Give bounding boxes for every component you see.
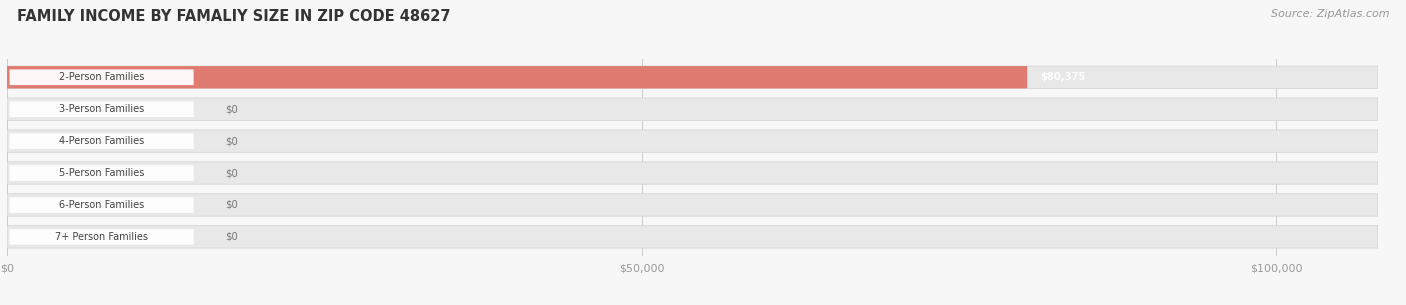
Text: 5-Person Families: 5-Person Families	[59, 168, 145, 178]
FancyBboxPatch shape	[7, 226, 1378, 248]
Text: 4-Person Families: 4-Person Families	[59, 136, 145, 146]
Text: $0: $0	[225, 104, 238, 114]
FancyBboxPatch shape	[7, 194, 1378, 216]
Text: 3-Person Families: 3-Person Families	[59, 104, 145, 114]
Text: $80,375: $80,375	[1040, 72, 1085, 82]
Text: $0: $0	[225, 232, 238, 242]
Text: $0: $0	[225, 136, 238, 146]
FancyBboxPatch shape	[10, 229, 194, 245]
FancyBboxPatch shape	[10, 101, 194, 117]
FancyBboxPatch shape	[7, 98, 1378, 120]
FancyBboxPatch shape	[10, 197, 194, 213]
FancyBboxPatch shape	[10, 165, 194, 181]
Text: 2-Person Families: 2-Person Families	[59, 72, 145, 82]
FancyBboxPatch shape	[10, 70, 194, 85]
FancyBboxPatch shape	[7, 66, 1028, 88]
FancyBboxPatch shape	[10, 133, 194, 149]
Text: 6-Person Families: 6-Person Families	[59, 200, 145, 210]
Text: FAMILY INCOME BY FAMALIY SIZE IN ZIP CODE 48627: FAMILY INCOME BY FAMALIY SIZE IN ZIP COD…	[17, 9, 450, 24]
Text: $0: $0	[225, 168, 238, 178]
Text: 7+ Person Families: 7+ Person Families	[55, 232, 148, 242]
FancyBboxPatch shape	[7, 66, 1378, 88]
FancyBboxPatch shape	[7, 130, 1378, 152]
Text: $0: $0	[225, 200, 238, 210]
FancyBboxPatch shape	[7, 162, 1378, 184]
Text: Source: ZipAtlas.com: Source: ZipAtlas.com	[1271, 9, 1389, 19]
